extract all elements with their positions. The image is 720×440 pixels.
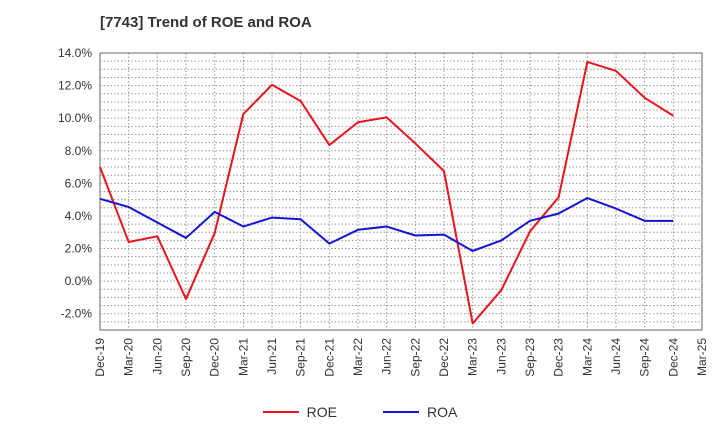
x-tick-label: Sep-22 xyxy=(408,338,422,377)
x-tick-label: Dec-22 xyxy=(437,338,451,377)
legend-label-roe: ROE xyxy=(306,404,337,420)
x-tick-label: Jun-23 xyxy=(494,338,508,375)
axes: -2.0% 0.0% 2.0% 4.0% 6.0% 8.0% 10.0% 12.0% 14.0%… xyxy=(58,46,709,377)
legend-swatch-roa xyxy=(383,411,419,413)
x-tick-label: Dec-23 xyxy=(552,338,566,377)
y-tick-label: 4.0% xyxy=(65,209,93,223)
x-tick-label: Sep-24 xyxy=(638,338,652,377)
x-tick-label: Sep-20 xyxy=(179,338,193,377)
x-tick-label: Mar-24 xyxy=(580,338,594,376)
x-tick-label: Jun-20 xyxy=(150,338,164,375)
x-tick-label: Sep-21 xyxy=(294,338,308,377)
y-tick-label: 12.0% xyxy=(58,79,92,93)
series-line-roe xyxy=(99,60,674,325)
x-tick-label: Sep-23 xyxy=(523,338,537,377)
x-tick-label: Jun-21 xyxy=(265,338,279,375)
x-tick-label: Jun-24 xyxy=(609,338,623,375)
x-tick-label: Dec-20 xyxy=(208,338,222,377)
y-tick-label: 0.0% xyxy=(65,274,93,288)
plot-area-border xyxy=(99,52,703,331)
y-tick-label: 2.0% xyxy=(65,242,93,256)
x-tick-label: Mar-23 xyxy=(466,338,480,376)
x-tick-label: Dec-21 xyxy=(322,338,336,377)
grid xyxy=(99,52,703,331)
x-tick-label: Mar-20 xyxy=(122,338,136,376)
x-tick-label: Dec-19 xyxy=(93,338,107,377)
legend-item-roa: ROA xyxy=(383,404,457,420)
series-line-roa xyxy=(99,197,674,252)
x-tick-label: Mar-21 xyxy=(236,338,250,376)
x-tick-label: Jun-22 xyxy=(380,338,394,375)
x-tick-label: Mar-25 xyxy=(695,338,709,376)
y-tick-label: 8.0% xyxy=(65,144,93,158)
x-tick-label: Mar-22 xyxy=(351,338,365,376)
x-tick-label: Dec-24 xyxy=(666,338,680,377)
series-lines xyxy=(99,60,674,325)
legend-swatch-roe xyxy=(262,411,299,413)
legend: ROE ROA xyxy=(0,404,720,420)
legend-item-roe: ROE xyxy=(262,404,337,420)
legend-label-roa: ROA xyxy=(427,404,458,420)
y-tick-label: 14.0% xyxy=(58,46,92,60)
chart-title: [7743] Trend of ROE and ROA xyxy=(100,14,312,31)
y-tick-label: 6.0% xyxy=(65,176,93,190)
y-tick-label: 10.0% xyxy=(58,111,92,125)
y-tick-label: -2.0% xyxy=(61,307,93,321)
